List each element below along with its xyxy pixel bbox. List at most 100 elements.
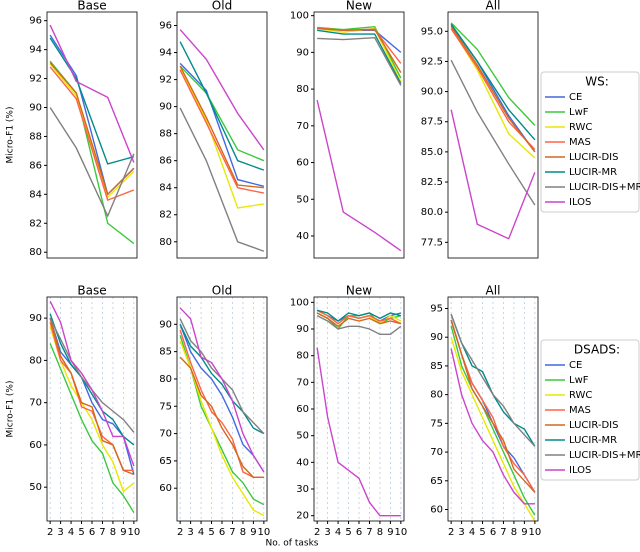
series-line — [49, 62, 135, 196]
series-line — [179, 41, 265, 171]
x-tick-label: 4 — [198, 527, 204, 538]
y-axis-label: Micro-F1 (%) — [6, 107, 16, 164]
series-line — [450, 348, 535, 505]
y-tick-label: 95.0 — [421, 26, 443, 37]
y-tick-label: 50 — [29, 482, 42, 493]
x-tick-label: 9 — [120, 527, 126, 538]
x-tick-label: 7 — [99, 527, 105, 538]
series-line — [49, 37, 135, 165]
y-tick-label: 75 — [159, 401, 172, 412]
x-tick-label: 10 — [528, 527, 541, 538]
x-tick-label: 3 — [458, 527, 464, 538]
y-tick-label: 90 — [159, 102, 172, 113]
y-tick-label: 94 — [159, 48, 172, 59]
y-tick-label: 40 — [296, 457, 309, 468]
series-line — [179, 29, 265, 151]
y-tick-label: 92.5 — [421, 56, 443, 67]
legend-label: ILOS — [569, 197, 591, 208]
y-tick-label: 88 — [29, 131, 42, 142]
panel-title: Base — [77, 0, 106, 13]
legend-label: MAS — [569, 405, 591, 416]
y-tick-label: 70 — [29, 398, 42, 409]
x-tick-label: 10 — [394, 527, 407, 538]
y-tick-label: 90 — [29, 313, 42, 324]
y-tick-label: 84 — [159, 183, 172, 194]
x-tick-label: 5 — [345, 527, 351, 538]
series-line — [49, 300, 135, 467]
series-line — [316, 309, 402, 322]
series-line — [316, 312, 402, 328]
series-line — [179, 68, 264, 209]
y-tick-label: 86 — [29, 160, 42, 171]
x-tick-label: 6 — [490, 527, 496, 538]
x-tick-label: 4 — [335, 527, 341, 538]
y-tick-label: 96 — [29, 16, 42, 27]
legend-label: RWC — [569, 122, 592, 133]
x-tick-label: 10 — [257, 527, 270, 538]
legend-label: RWC — [569, 390, 592, 401]
legend-box — [540, 71, 640, 213]
series-line — [450, 109, 536, 240]
y-tick-label: 65 — [430, 476, 443, 487]
legend-label: LwF — [569, 375, 589, 386]
y-tick-label: 60 — [296, 158, 309, 169]
series-line — [317, 29, 402, 84]
y-tick-label: 70 — [296, 121, 309, 132]
legend-label: CE — [569, 92, 582, 103]
y-tick-label: 60 — [159, 483, 172, 494]
y-tick-label: 90 — [430, 332, 443, 343]
y-tick-label: 70 — [159, 429, 172, 440]
x-tick-label: 8 — [240, 527, 246, 538]
y-tick-label: 20 — [296, 511, 309, 522]
panel-title: New — [346, 284, 372, 298]
series-line — [179, 356, 264, 478]
series-line — [49, 24, 135, 163]
plot-frame — [447, 296, 539, 522]
series-line — [450, 26, 536, 153]
series-line — [317, 27, 402, 83]
series-line — [49, 317, 135, 475]
x-tick-label: 6 — [89, 527, 95, 538]
x-tick-label: 5 — [78, 527, 84, 538]
series-line — [49, 66, 135, 202]
x-tick-label: 9 — [250, 527, 256, 538]
y-tick-label: 30 — [296, 484, 309, 495]
y-tick-label: 70 — [296, 377, 309, 388]
y-tick-label: 100 — [290, 297, 309, 308]
y-tick-label: 92 — [29, 74, 42, 85]
plot-frame — [313, 11, 405, 259]
plot-frame — [46, 296, 138, 522]
x-tick-label: 5 — [479, 527, 485, 538]
y-tick-label: 70 — [430, 447, 443, 458]
series-line — [179, 324, 265, 435]
y-tick-label: 84 — [29, 189, 42, 200]
x-tick-label: 2 — [314, 527, 320, 538]
y-tick-label: 80 — [296, 84, 309, 95]
x-tick-label: 9 — [521, 527, 527, 538]
y-tick-label: 88 — [159, 129, 172, 140]
y-tick-label: 90 — [159, 319, 172, 330]
y-tick-label: 80 — [29, 247, 42, 258]
series-line — [316, 315, 402, 336]
series-line — [317, 27, 402, 64]
x-tick-label: 3 — [57, 527, 63, 538]
y-tick-label: 96 — [159, 21, 172, 32]
x-tick-label: 8 — [511, 527, 517, 538]
series-line — [49, 60, 135, 245]
x-tick-label: 4 — [68, 527, 74, 538]
y-tick-label: 80 — [296, 351, 309, 362]
series-line — [450, 325, 536, 516]
y-tick-label: 80 — [159, 237, 172, 248]
y-axis-label: Micro-F1 (%) — [6, 381, 16, 438]
legend-label: LUCIR-DIS — [569, 152, 618, 163]
series-line — [317, 27, 402, 73]
series-line — [316, 99, 402, 252]
x-tick-label: 6 — [219, 527, 225, 538]
legend-label: LUCIR-MR — [569, 435, 617, 446]
plot-frame — [46, 11, 138, 259]
legend-box — [540, 339, 640, 481]
legend-label: CE — [569, 360, 582, 371]
panel-title: All — [486, 0, 501, 13]
x-tick-label: 7 — [229, 527, 235, 538]
y-tick-label: 82 — [29, 218, 42, 229]
